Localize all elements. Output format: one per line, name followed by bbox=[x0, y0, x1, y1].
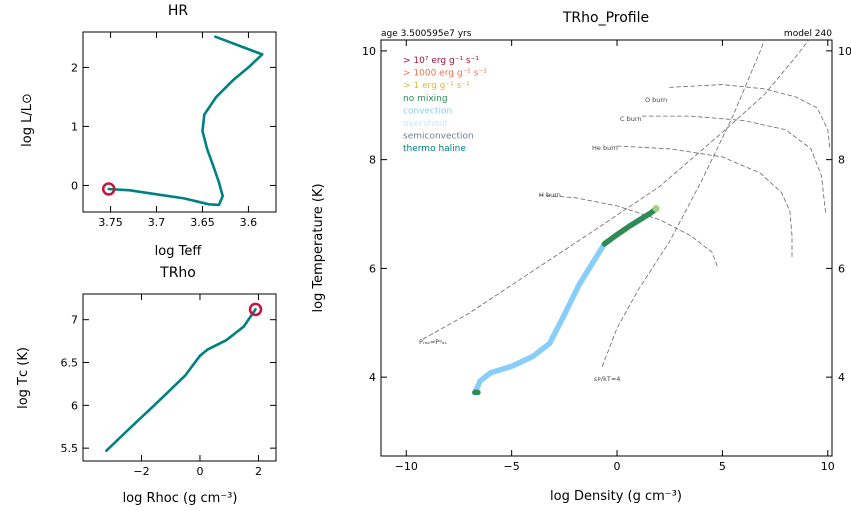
y-tick-label-right: 4 bbox=[838, 371, 845, 384]
x-tick-label: 2 bbox=[255, 465, 262, 478]
y-tick-label-right: 8 bbox=[838, 154, 845, 167]
y-tick-label: 6 bbox=[369, 262, 376, 275]
y-tick-label: 5.5 bbox=[61, 442, 79, 455]
x-tick-label: 3.65 bbox=[190, 216, 215, 229]
hr-panel: HR 3.75 3.7 3.65 3.6 0 1 2 log Teff log L/L⊙ bbox=[20, 3, 277, 259]
hr-series bbox=[101, 35, 264, 207]
x-tick-label: 3.7 bbox=[148, 216, 166, 229]
trho-ticks: −2 0 2 5.5 6 6.5 7 bbox=[61, 294, 276, 478]
y-tick-label-right: 6 bbox=[838, 262, 845, 275]
reference-line bbox=[669, 84, 831, 150]
y-tick-label: 6 bbox=[71, 399, 78, 412]
y-tick-label: 0 bbox=[71, 179, 78, 192]
profile-title: TRho_Profile bbox=[562, 10, 649, 26]
hr-current-marker bbox=[101, 182, 116, 196]
y-tick-label: 2 bbox=[71, 61, 78, 74]
profile-ylabel: log Temperature (K) bbox=[311, 183, 326, 312]
profile-xlabel: log Density (g cm⁻³) bbox=[550, 489, 682, 504]
hr-xlabel: log Teff bbox=[155, 244, 203, 259]
y-tick-label: 4 bbox=[369, 371, 376, 384]
legend-entry: thermo haline bbox=[403, 144, 466, 154]
profile-line bbox=[601, 206, 658, 247]
legend-entry: overshoot bbox=[403, 119, 448, 129]
he-burn-label: He burn bbox=[592, 144, 618, 152]
prad-label: Pᵣₐₔ≈Pᵍₐₛ bbox=[419, 338, 447, 346]
legend-entry: semiconvection bbox=[403, 132, 474, 142]
trho-title: TRho bbox=[159, 265, 196, 281]
h-burn-label: H burn bbox=[539, 191, 561, 199]
profile-series bbox=[472, 205, 660, 396]
x-tick-label: 10 bbox=[821, 460, 835, 473]
trho-series bbox=[105, 302, 263, 452]
x-tick-label: 3.75 bbox=[98, 216, 123, 229]
y-tick-label: 7 bbox=[71, 314, 78, 327]
eps-label: εᴘ/kT≈4 bbox=[594, 375, 620, 383]
x-tick-label: 5 bbox=[719, 460, 726, 473]
c-burn-label: C burn bbox=[620, 115, 642, 123]
profile-model: model 240 bbox=[784, 29, 832, 39]
reference-line bbox=[641, 115, 827, 215]
legend-entry: convection bbox=[403, 106, 452, 116]
x-tick-label: 3.6 bbox=[240, 216, 258, 229]
profile-reference-lines bbox=[422, 39, 831, 367]
profile-panel: TRho_Profile age 3.500595e7 yrs model 24… bbox=[311, 10, 851, 504]
trho-xlabel: log Rhoᴄ (g cm⁻³) bbox=[123, 491, 238, 506]
legend-entry: no mixing bbox=[403, 94, 448, 104]
trho-ylabel: log Tᴄ (K) bbox=[16, 347, 31, 409]
trho-frame bbox=[82, 293, 277, 462]
profile-line bbox=[473, 241, 608, 394]
profile-age: age 3.500595e7 yrs bbox=[381, 29, 472, 39]
x-tick-label: 0 bbox=[614, 460, 621, 473]
legend-entry: > 1 erg g⁻¹ s⁻¹ bbox=[403, 81, 470, 91]
hr-title: HR bbox=[168, 3, 189, 19]
trho-panel: TRho −2 0 2 5.5 6 6.5 7 log Rhoᴄ (g cm⁻³) log … bbox=[16, 265, 277, 506]
reference-line bbox=[538, 194, 719, 269]
o-burn-label: O burn bbox=[645, 96, 667, 104]
profile-center-point bbox=[652, 205, 660, 213]
hr-ticks: 3.75 3.7 3.65 3.6 0 1 2 bbox=[71, 32, 276, 229]
profile-frame bbox=[380, 39, 833, 457]
reference-line bbox=[616, 145, 793, 258]
x-tick-label: −2 bbox=[133, 465, 149, 478]
hr-track-line bbox=[107, 35, 264, 207]
profile-ticks: −10 −5 0 5 10 4 4 6 6 8 8 10 10 bbox=[362, 40, 851, 473]
y-tick-label-right: 10 bbox=[838, 45, 851, 58]
reference-line bbox=[601, 39, 765, 367]
y-tick-label: 6.5 bbox=[61, 357, 79, 370]
legend-entry: > 1000 erg g⁻¹ s⁻¹ bbox=[403, 69, 487, 79]
x-tick-label: 0 bbox=[196, 465, 203, 478]
x-tick-label: −10 bbox=[395, 460, 418, 473]
reference-line bbox=[422, 39, 810, 340]
hr-ylabel: log L/L⊙ bbox=[20, 93, 35, 147]
y-tick-label: 10 bbox=[362, 45, 376, 58]
legend-entry: > 10⁷ erg g⁻¹ s⁻¹ bbox=[403, 56, 479, 66]
trho-current-marker bbox=[248, 302, 263, 317]
trho-track-line bbox=[105, 308, 257, 452]
y-tick-label: 1 bbox=[71, 120, 78, 133]
x-tick-label: −5 bbox=[504, 460, 520, 473]
hr-frame bbox=[82, 31, 277, 213]
y-tick-label: 8 bbox=[369, 154, 376, 167]
profile-legend: > 10⁷ erg g⁻¹ s⁻¹ > 1000 erg g⁻¹ s⁻¹ > 1 e… bbox=[403, 56, 487, 154]
